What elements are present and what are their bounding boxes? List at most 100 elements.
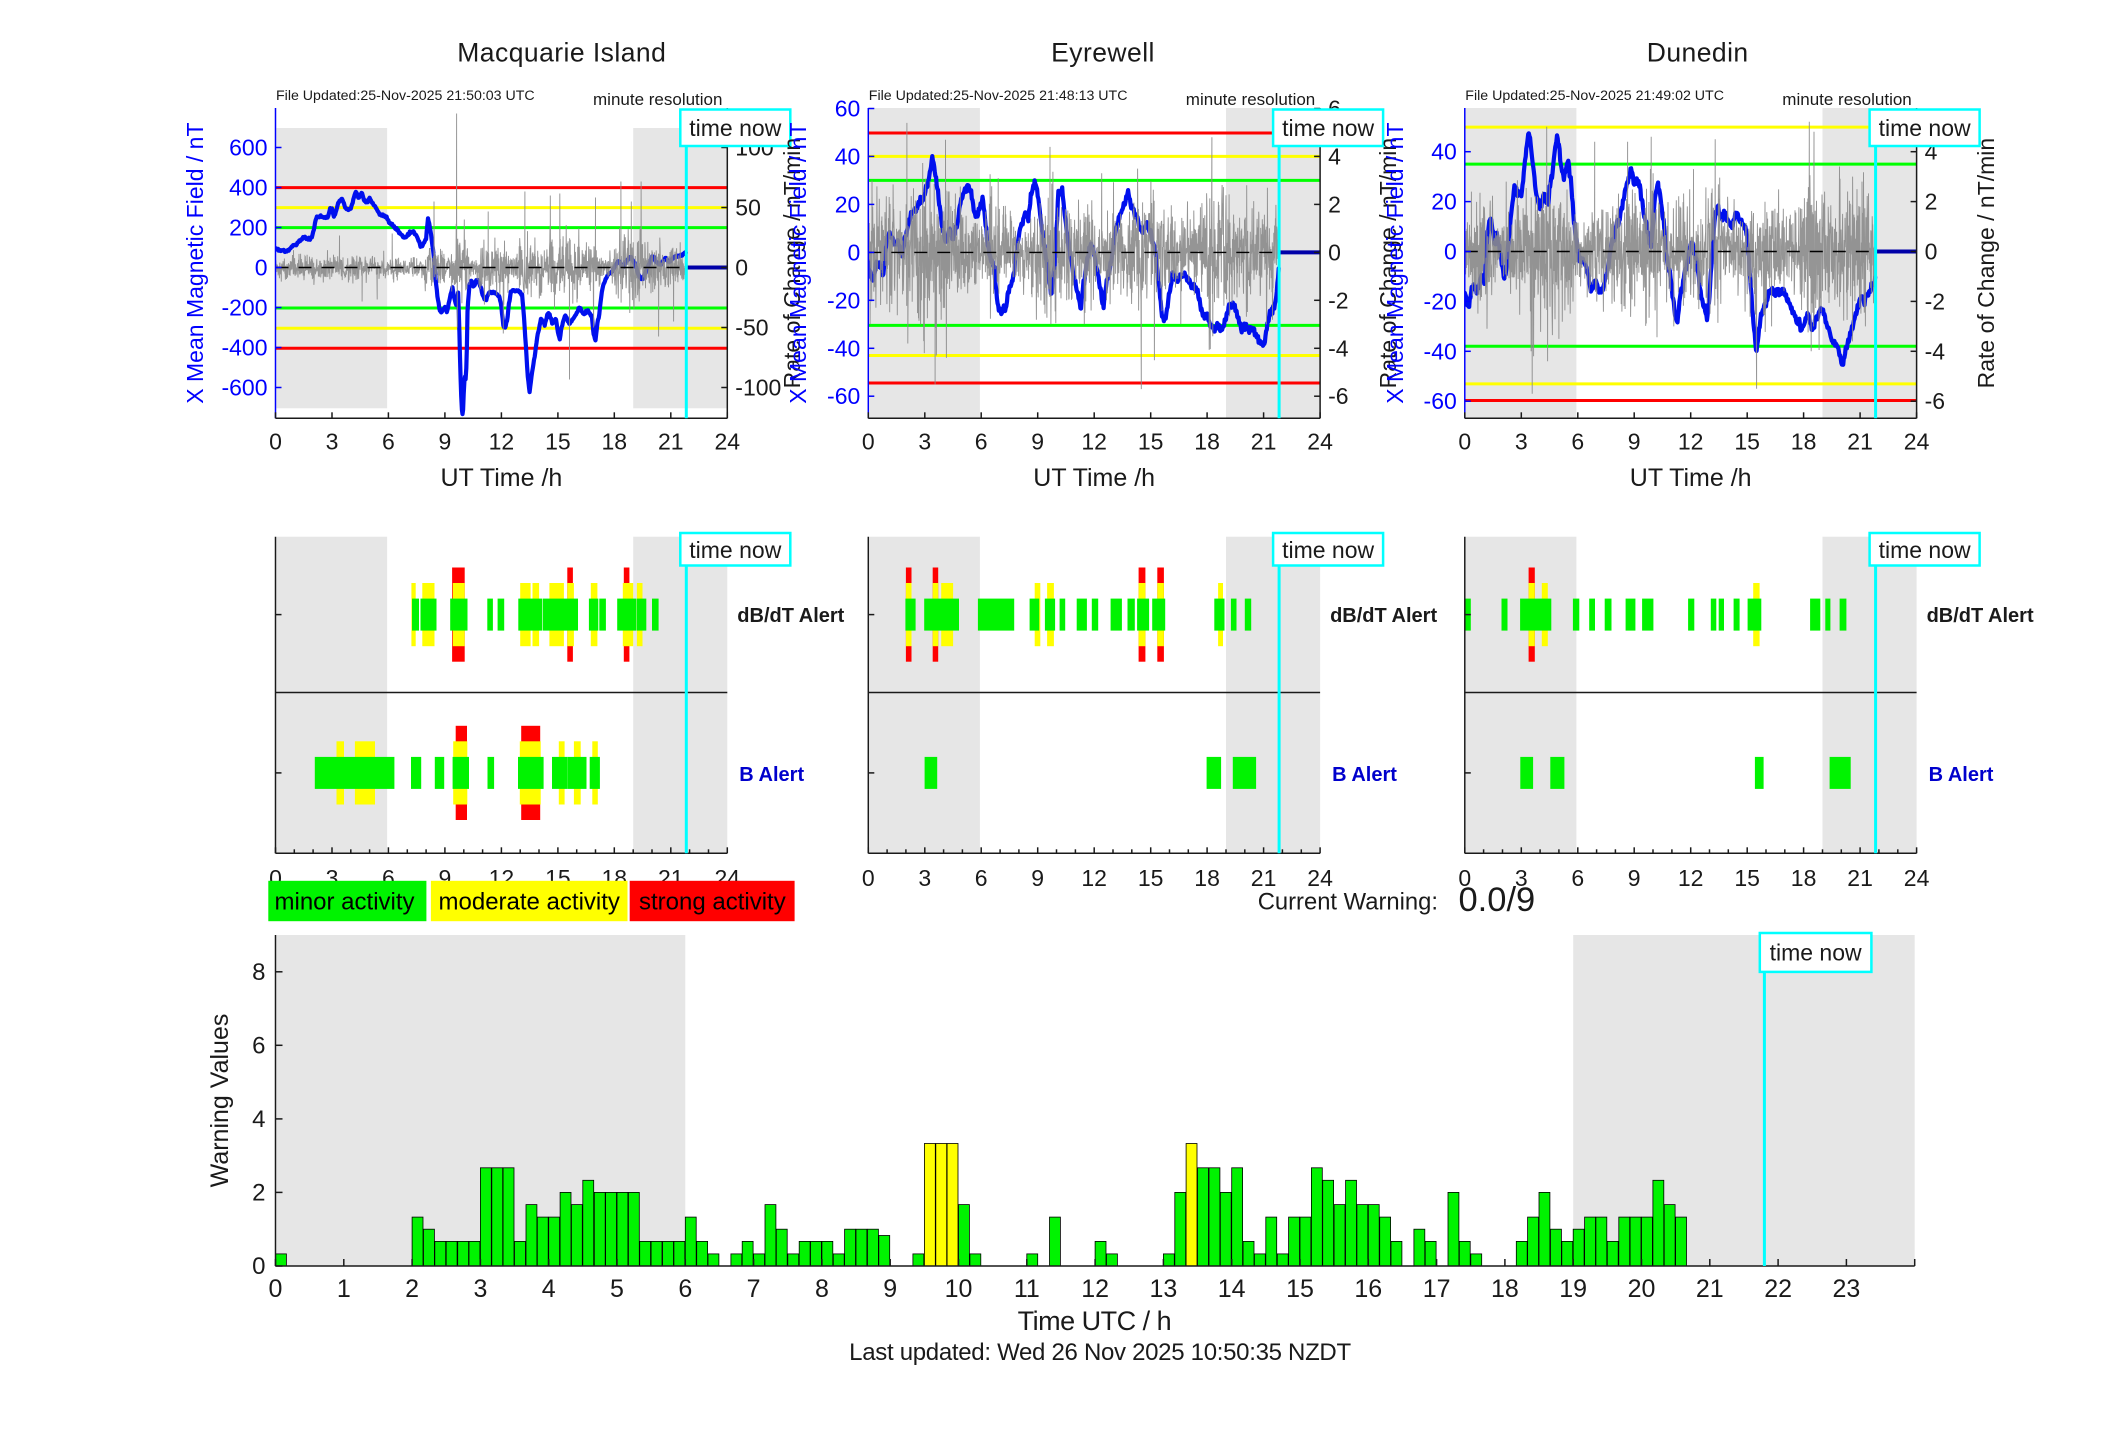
svg-text:2: 2	[1925, 189, 1938, 215]
svg-text:0: 0	[1444, 239, 1457, 265]
svg-text:3: 3	[473, 1275, 487, 1303]
svg-text:-40: -40	[827, 335, 860, 361]
svg-text:-60: -60	[827, 383, 860, 409]
svg-text:19: 19	[1559, 1275, 1587, 1303]
svg-text:21: 21	[1847, 865, 1873, 891]
svg-text:File Updated:25-Nov-2025 21:48: File Updated:25-Nov-2025 21:48:13 UTC	[869, 88, 1128, 104]
svg-text:2: 2	[252, 1179, 265, 1206]
svg-text:10: 10	[945, 1275, 973, 1303]
svg-text:50: 50	[735, 195, 761, 221]
svg-text:-50: -50	[735, 315, 768, 341]
svg-text:-20: -20	[1424, 288, 1457, 314]
svg-text:minor activity: minor activity	[275, 889, 415, 916]
svg-text:X Mean Magnetic Field / nT: X Mean Magnetic Field / nT	[182, 122, 208, 403]
svg-text:9: 9	[1628, 429, 1641, 455]
svg-text:40: 40	[835, 143, 861, 169]
svg-text:0: 0	[255, 255, 268, 281]
svg-text:23: 23	[1832, 1275, 1860, 1303]
svg-text:12: 12	[489, 429, 515, 455]
svg-text:21: 21	[1696, 1275, 1724, 1303]
svg-text:UT Time /h: UT Time /h	[441, 464, 563, 492]
svg-text:24: 24	[715, 429, 741, 455]
svg-text:20: 20	[1628, 1275, 1656, 1303]
svg-text:60: 60	[835, 96, 861, 122]
svg-text:dB/dT Alert: dB/dT Alert	[1927, 605, 2034, 627]
svg-text:17: 17	[1423, 1275, 1451, 1303]
svg-text:9: 9	[1031, 865, 1044, 891]
svg-text:-600: -600	[221, 375, 267, 401]
svg-text:0: 0	[269, 429, 282, 455]
svg-text:18: 18	[1194, 865, 1220, 891]
svg-text:Rate of Change / nT/min: Rate of Change / nT/min	[1375, 138, 1401, 389]
svg-text:0.0/9: 0.0/9	[1459, 881, 1536, 919]
svg-text:20: 20	[1431, 189, 1457, 215]
svg-text:600: 600	[229, 135, 267, 161]
svg-text:time now: time now	[689, 115, 781, 141]
svg-text:12: 12	[1678, 865, 1704, 891]
svg-text:0: 0	[1458, 865, 1471, 891]
svg-text:3: 3	[918, 865, 931, 891]
svg-text:-6: -6	[1925, 388, 1945, 414]
svg-text:Rate of Change / nT/min: Rate of Change / nT/min	[779, 138, 805, 389]
svg-text:-4: -4	[1925, 338, 1946, 364]
svg-text:21: 21	[1251, 429, 1277, 455]
svg-text:15: 15	[545, 429, 571, 455]
svg-text:21: 21	[658, 429, 684, 455]
svg-text:21: 21	[1847, 429, 1873, 455]
svg-text:15: 15	[1734, 865, 1760, 891]
svg-text:3: 3	[326, 429, 339, 455]
svg-text:9: 9	[1031, 429, 1044, 455]
svg-text:time now: time now	[1282, 537, 1374, 563]
svg-text:0: 0	[862, 429, 875, 455]
svg-text:24: 24	[1307, 865, 1333, 891]
svg-text:400: 400	[229, 175, 267, 201]
svg-text:15: 15	[1734, 429, 1760, 455]
svg-text:18: 18	[602, 429, 628, 455]
svg-text:2: 2	[405, 1275, 419, 1303]
svg-text:24: 24	[1307, 429, 1333, 455]
svg-text:12: 12	[1081, 865, 1107, 891]
svg-text:dB/dT Alert: dB/dT Alert	[1330, 605, 1437, 627]
svg-text:21: 21	[1251, 865, 1277, 891]
svg-text:File Updated:25-Nov-2025 21:50: File Updated:25-Nov-2025 21:50:03 UTC	[276, 88, 535, 104]
svg-text:-400: -400	[221, 335, 267, 361]
svg-text:-20: -20	[827, 287, 860, 313]
svg-text:-200: -200	[221, 295, 267, 321]
svg-text:dB/dT Alert: dB/dT Alert	[737, 605, 844, 627]
svg-text:0: 0	[1458, 429, 1471, 455]
svg-text:Current Warning:: Current Warning:	[1258, 889, 1438, 916]
svg-text:1: 1	[337, 1275, 351, 1303]
svg-text:13: 13	[1149, 1275, 1177, 1303]
svg-text:6: 6	[678, 1275, 692, 1303]
svg-text:5: 5	[610, 1275, 624, 1303]
svg-text:24: 24	[1904, 429, 1930, 455]
svg-text:40: 40	[1431, 139, 1457, 165]
svg-text:Warning Values: Warning Values	[206, 1014, 234, 1188]
svg-text:3: 3	[1515, 865, 1528, 891]
svg-text:0: 0	[848, 239, 861, 265]
svg-text:0: 0	[252, 1253, 265, 1280]
svg-text:4: 4	[542, 1275, 556, 1303]
svg-text:-60: -60	[1424, 388, 1457, 414]
svg-text:12: 12	[1081, 429, 1107, 455]
svg-text:X Mean Magnetic Field / nT: X Mean Magnetic Field / nT	[1382, 122, 1408, 403]
svg-text:Rate of Change / nT/min: Rate of Change / nT/min	[1973, 138, 1999, 389]
svg-text:0: 0	[1925, 239, 1938, 265]
svg-text:Time UTC / h: Time UTC / h	[1018, 1306, 1172, 1336]
svg-text:time now: time now	[689, 537, 781, 563]
svg-text:B Alert: B Alert	[1332, 764, 1397, 786]
svg-text:File Updated:25-Nov-2025 21:49: File Updated:25-Nov-2025 21:49:02 UTC	[1465, 88, 1724, 104]
svg-text:-40: -40	[1424, 338, 1457, 364]
svg-text:-4: -4	[1328, 335, 1349, 361]
svg-text:time now: time now	[1879, 537, 1971, 563]
svg-text:15: 15	[1286, 1275, 1314, 1303]
svg-text:-2: -2	[1328, 287, 1348, 313]
svg-text:15: 15	[1138, 865, 1164, 891]
svg-text:6: 6	[1571, 429, 1584, 455]
svg-text:3: 3	[918, 429, 931, 455]
svg-text:0: 0	[1328, 239, 1341, 265]
svg-text:minute resolution: minute resolution	[1186, 90, 1315, 109]
svg-text:6: 6	[382, 429, 395, 455]
svg-text:X Mean Magnetic Field / nT: X Mean Magnetic Field / nT	[785, 122, 811, 403]
svg-text:12: 12	[1678, 429, 1704, 455]
